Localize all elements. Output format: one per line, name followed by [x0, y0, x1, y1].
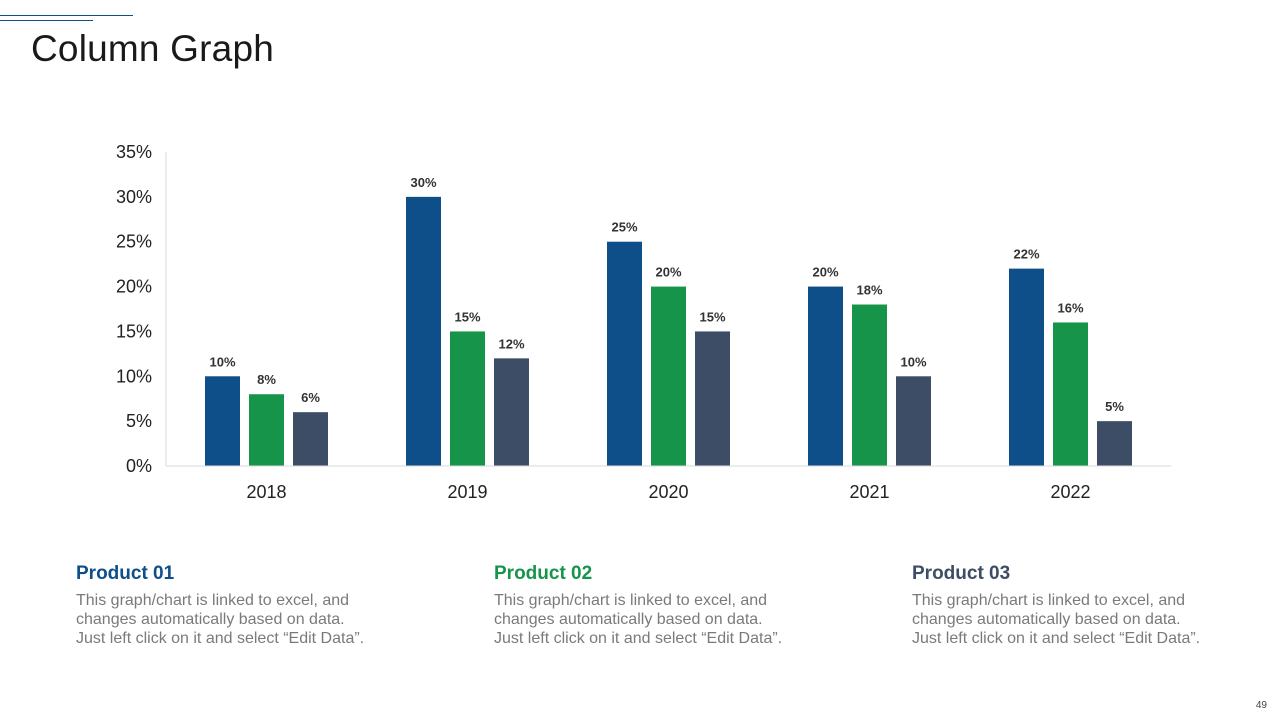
data-label: 30% — [410, 175, 436, 190]
bar-product-03-2022[interactable] — [1097, 421, 1132, 466]
data-label: 20% — [655, 265, 681, 280]
product-02-desc-line-3: Just left click on it and select “Edit D… — [494, 630, 783, 647]
x-tick-label: 2022 — [1050, 482, 1090, 502]
product-02-description: This graph/chart is linked to excel, and… — [494, 591, 814, 648]
bar-product-02-2020[interactable] — [651, 286, 686, 466]
product-03-desc-line-1: This graph/chart is linked to excel, and — [912, 592, 1186, 609]
data-label: 15% — [454, 309, 480, 324]
data-label: 12% — [498, 336, 524, 351]
bar-product-03-2021[interactable] — [896, 376, 931, 466]
data-label: 18% — [856, 283, 882, 298]
y-tick-label: 5% — [126, 411, 152, 431]
y-axis: 0% 5% 10% 15% 20% 25% 30% 35% — [116, 142, 167, 476]
data-label: 10% — [209, 354, 235, 369]
product-03-title: Product 03 — [912, 563, 1011, 584]
x-tick-label: 2019 — [447, 482, 487, 502]
data-label: 8% — [257, 372, 276, 387]
y-tick-label: 25% — [116, 232, 152, 252]
bar-product-03-2019[interactable] — [494, 358, 529, 466]
bar-product-02-2022[interactable] — [1053, 322, 1088, 466]
product-03-desc-line-3: Just left click on it and select “Edit D… — [912, 630, 1201, 647]
bar-product-01-2022[interactable] — [1009, 268, 1044, 466]
data-label: 22% — [1013, 247, 1039, 262]
product-03-desc-line-2: changes automatically based on data. — [912, 611, 1181, 628]
page-number: 49 — [1255, 700, 1267, 711]
product-02-desc-line-2: changes automatically based on data. — [494, 611, 763, 628]
product-01-desc-line-1: This graph/chart is linked to excel, and — [76, 592, 350, 609]
data-label: 6% — [301, 390, 320, 405]
data-label: 25% — [611, 220, 637, 235]
data-label: 5% — [1105, 399, 1124, 414]
product-01-desc-line-2: changes automatically based on data. — [76, 611, 345, 628]
y-tick-label: 0% — [126, 456, 152, 476]
accent-line-bottom — [0, 20, 93, 21]
bar-product-02-2018[interactable] — [249, 394, 284, 466]
x-tick-label: 2021 — [849, 482, 889, 502]
accent-line-top — [0, 15, 133, 16]
product-02-block: Product 02 This graph/chart is linked to… — [494, 563, 814, 648]
bar-product-01-2018[interactable] — [205, 376, 240, 466]
bar-product-01-2019[interactable] — [406, 196, 441, 466]
product-01-title: Product 01 — [76, 563, 175, 584]
x-tick-label: 2018 — [246, 482, 286, 502]
x-tick-label: 2020 — [648, 482, 688, 502]
product-01-desc-line-3: Just left click on it and select “Edit D… — [76, 630, 365, 647]
y-tick-label: 20% — [116, 277, 152, 297]
product-01-block: Product 01 This graph/chart is linked to… — [76, 563, 396, 648]
product-02-title: Product 02 — [494, 563, 593, 584]
product-01-description: This graph/chart is linked to excel, and… — [76, 591, 396, 648]
y-tick-label: 35% — [116, 142, 152, 162]
bar-product-02-2019[interactable] — [450, 331, 485, 466]
data-labels: 10% 8% 6% 30% 15% 12% 25% 20% 15% 20% 18% 10% 22% 16%… — [209, 175, 1124, 414]
data-label: 10% — [900, 354, 926, 369]
page-title: Column Graph — [31, 28, 275, 69]
product-02-desc-line-1: This graph/chart is linked to excel, and — [494, 592, 768, 609]
y-tick-label: 30% — [116, 187, 152, 207]
bar-product-01-2021[interactable] — [808, 286, 843, 466]
y-tick-label: 10% — [116, 366, 152, 386]
bar-product-03-2018[interactable] — [293, 412, 328, 466]
data-label: 20% — [812, 265, 838, 280]
x-axis: 2018 2019 2020 2021 2022 — [166, 465, 1171, 502]
data-label: 16% — [1057, 300, 1083, 315]
product-03-description: This graph/chart is linked to excel, and… — [912, 591, 1232, 648]
bar-product-03-2020[interactable] — [695, 331, 730, 466]
data-label: 15% — [699, 309, 725, 324]
bar-product-02-2021[interactable] — [852, 304, 887, 466]
y-tick-label: 15% — [116, 321, 152, 341]
column-chart[interactable]: 0% 5% 10% 15% 20% 25% 30% 35% 10% 8% 6% 30% 15% 12% 2… — [0, 0, 1280, 560]
bar-product-01-2020[interactable] — [607, 241, 642, 466]
bars — [205, 196, 1132, 466]
product-03-block: Product 03 This graph/chart is linked to… — [912, 563, 1232, 648]
